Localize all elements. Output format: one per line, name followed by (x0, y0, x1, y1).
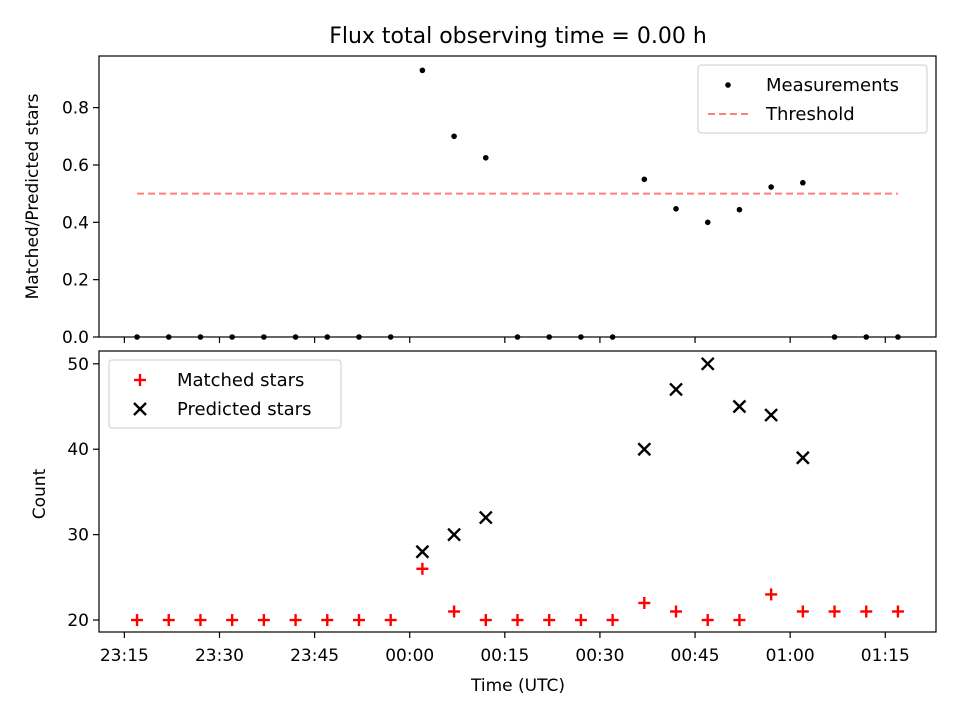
count-y-tick-label: 30 (67, 526, 89, 546)
predicted-stars-point (447, 527, 461, 542)
predicted-stars-point (700, 356, 715, 371)
predicted-stars-stroke (764, 408, 778, 422)
predicted-stars-stroke (732, 399, 747, 414)
chart-title: Flux total observing time = 0.00 h (329, 24, 707, 49)
x-tick-label: 00:15 (480, 646, 529, 666)
measurement-point (482, 154, 489, 161)
matched-stars-point (796, 605, 809, 618)
matched-stars-point (448, 605, 461, 618)
x-tick-label: 01:15 (861, 646, 910, 666)
count-y-tick-label: 50 (67, 355, 89, 375)
matched-stars-point (131, 614, 144, 627)
matched-stars-point (860, 605, 873, 618)
matched-stars-point (670, 605, 683, 618)
count-x-ticks: 23:15 23:30 23:45 00:00 00:15 00:30 00:45 01:00… (100, 632, 910, 666)
measurement-point (768, 184, 774, 190)
legend-predicted-marker (133, 402, 147, 416)
predicted-stars-point (669, 382, 683, 397)
matched-stars-point (511, 614, 524, 627)
predicted-stars-stroke (637, 442, 652, 457)
ratio-y-ticks: 0.0 0.2 0.4 0.6 0.8 (62, 99, 99, 348)
measurement-point (451, 133, 457, 140)
matched-stars-point (226, 614, 239, 627)
matched-stars-point (828, 605, 841, 618)
matched-stars-point (257, 614, 270, 627)
legend-measurements-label: Measurements (766, 75, 899, 96)
x-tick-label: 00:00 (385, 646, 434, 666)
matched-stars-point (606, 614, 619, 627)
count-y-ticks: 20 30 40 50 (67, 355, 99, 631)
predicted-stars-point (415, 544, 430, 559)
x-tick-label: 23:15 (100, 646, 149, 666)
measurement-point (736, 206, 743, 213)
matched-stars-point (321, 614, 334, 627)
x-tick-label: 00:30 (575, 646, 624, 666)
predicted-stars-stroke (669, 382, 683, 397)
predicted-stars-point (637, 442, 652, 457)
predicted-stars-stroke (700, 356, 715, 371)
ratio-y-tick-label: 0.0 (62, 328, 89, 348)
predicted-stars-stroke (478, 510, 493, 525)
predicted-stars-point (478, 510, 493, 525)
count-panel: 20 30 40 50 23:15 23:30 23:45 00:00 00:15 00:30 0… (30, 350, 937, 696)
measurement-point (419, 67, 426, 74)
matched-stars-point (289, 614, 302, 627)
legend-threshold-label: Threshold (765, 104, 855, 125)
ratio-legend: Measurements Threshold (697, 64, 928, 134)
count-plot-area (131, 356, 904, 627)
measurement-point (673, 206, 679, 212)
matched-stars-point (701, 614, 714, 627)
x-tick-label: 23:30 (195, 646, 244, 666)
ratio-legend-box (697, 64, 928, 134)
count-axes-frame (98, 350, 937, 633)
legend-measurements-marker (725, 82, 731, 88)
matched-stars-point (543, 614, 556, 627)
ratio-y-tick-label: 0.4 (62, 213, 89, 233)
matched-stars-point (416, 562, 429, 575)
ratio-y-axis-label: Matched/Predicted stars (23, 93, 43, 299)
matched-stars-point (574, 614, 587, 627)
predicted-stars-point (795, 450, 810, 465)
predicted-stars-stroke (447, 527, 461, 542)
matched-stars-point (162, 614, 175, 627)
ratio-y-tick-label: 0.6 (62, 156, 89, 176)
legend-predicted-label: Predicted stars (177, 399, 311, 420)
legend-matched-label: Matched stars (177, 370, 304, 391)
ratio-y-tick-label: 0.2 (62, 271, 89, 291)
ratio-panel: 0.00.20.40.60.8 Matched/Predicted stars … (23, 55, 937, 348)
matched-stars-point (891, 605, 904, 618)
predicted-stars-point (732, 399, 747, 414)
ratio-axes-frame (98, 55, 937, 338)
matched-stars-point (384, 614, 397, 627)
matched-stars-point (733, 614, 746, 627)
measurement-point (704, 219, 711, 226)
matched-stars-point (479, 614, 492, 627)
matched-stars-point (765, 588, 778, 601)
measurement-point (800, 179, 806, 186)
measurement-point (641, 176, 648, 183)
count-y-axis-label: Count (30, 468, 50, 519)
x-tick-label: 01:00 (766, 646, 815, 666)
x-axis-label: Time (UTC) (470, 676, 565, 696)
count-y-tick-label: 40 (67, 440, 89, 460)
count-legend: Matched stars Predicted stars (108, 359, 342, 429)
legend-matched-marker (134, 374, 146, 386)
matched-stars-point (638, 596, 651, 609)
predicted-stars-point (764, 408, 778, 422)
count-legend-box (108, 359, 342, 429)
x-tick-label: 23:45 (290, 646, 339, 666)
count-y-tick-label: 20 (67, 611, 89, 631)
ratio-y-tick-label: 0.8 (62, 99, 89, 119)
matched-stars-point (194, 614, 207, 627)
predicted-stars-stroke (415, 544, 430, 559)
predicted-stars-stroke (795, 450, 810, 465)
matched-stars-point (352, 614, 365, 627)
ratio-x-ticks (123, 337, 886, 343)
x-tick-label: 00:45 (671, 646, 720, 666)
